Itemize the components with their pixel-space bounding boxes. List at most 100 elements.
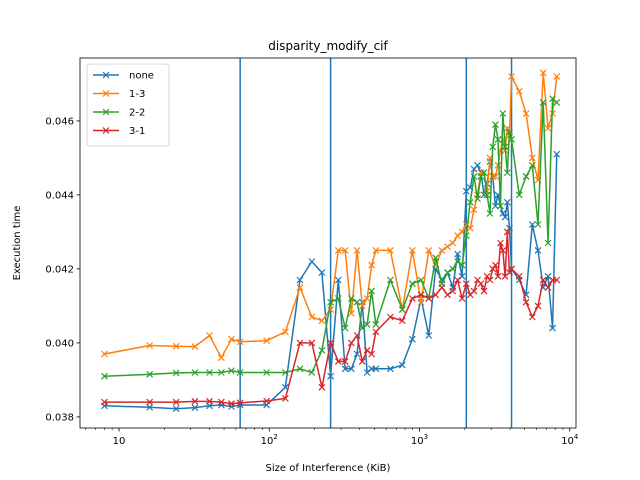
legend-box [86,63,170,147]
x-tick-label: 103 [411,433,428,447]
data-point-3-1 [534,302,542,310]
data-point-1-3 [308,313,316,321]
data-point-1-3 [236,338,244,346]
data-point-3-1 [480,287,488,295]
legend: none 1-3 2-2 3-1 [86,63,170,147]
data-point-3-1 [544,283,552,291]
data-point-3-1 [503,228,511,236]
data-point-none [506,224,513,232]
data-point-1-3 [466,224,474,232]
data-point-none [146,403,154,411]
data-point-1-3 [544,124,552,132]
data-point-3-1 [263,397,271,405]
data-point-none [353,350,361,358]
data-point-2-2 [503,169,511,177]
data-point-3-1 [553,276,561,284]
data-point-2-2 [458,261,466,269]
data-point-none [492,202,499,210]
data-point-2-2 [528,161,536,169]
data-point-2-2 [101,372,108,380]
data-point-1-3 [363,295,371,302]
data-point-2-2 [327,298,335,306]
data-point-none [296,276,304,284]
data-point-3-1 [444,291,451,299]
data-point-1-3 [449,239,457,247]
data-point-none [172,405,180,413]
data-point-2-2 [553,98,561,106]
data-point-1-3 [146,342,154,349]
data-point-2-2 [398,306,406,314]
data-point-1-3 [341,246,349,254]
y-axis-label: Execution time [12,206,23,281]
data-point-3-1 [528,313,536,321]
data-point-none [501,213,509,221]
data-point-3-1 [432,291,440,299]
data-point-3-1 [454,276,462,284]
data-point-3-1 [508,265,515,273]
data-point-2-2 [544,239,552,247]
data-point-none [408,335,416,343]
data-point-1-3 [522,110,530,117]
data-point-2-2 [296,365,304,373]
data-point-2-2 [522,172,530,180]
data-point-3-1 [398,317,406,325]
data-point-3-1 [296,339,304,347]
data-point-2-2 [489,143,497,151]
data-point-none [503,198,511,206]
data-point-2-2 [334,295,342,302]
legend-marker [102,108,110,116]
data-point-3-1 [515,272,523,280]
data-point-none [474,161,481,169]
data-point-3-1 [101,398,108,406]
chart-title: disparity_modify_cif [268,39,388,53]
legend-label: 2-2 [129,108,145,119]
data-point-1-3 [318,317,326,325]
data-point-2-2 [486,209,494,217]
data-point-2-2 [347,295,355,302]
data-point-2-2 [308,369,316,376]
data-point-2-2 [494,135,502,143]
data-point-none [454,250,462,258]
vertical-reference-lines [239,58,513,428]
data-point-3-1 [358,357,366,365]
data-point-1-3 [334,246,342,254]
legend-marker [102,90,110,97]
data-point-1-3 [528,154,536,162]
data-point-1-3 [191,343,199,351]
data-point-3-1 [206,397,213,405]
data-point-none [191,404,199,412]
y-tick-label: 0.042 [45,264,74,275]
data-point-1-3 [206,332,213,339]
data-point-1-3 [425,246,433,254]
data-point-none [228,403,235,410]
data-point-2-2 [483,191,491,199]
y-tick-label: 0.040 [45,338,74,349]
data-point-3-1 [228,400,235,408]
data-point-none [425,332,433,339]
data-point-3-1 [497,239,504,247]
data-point-3-1 [368,350,376,358]
data-point-3-1 [522,298,530,306]
x-tick-label: 10 [113,436,126,447]
data-point-1-3 [368,261,376,269]
data-point-2-2 [539,98,547,106]
data-point-none [308,258,316,265]
data-point-3-1 [334,357,342,365]
data-point-2-2 [236,369,244,376]
data-point-none [398,361,406,369]
data-point-3-1 [327,339,335,347]
data-point-none [534,246,542,254]
data-point-3-1 [470,287,478,295]
data-point-2-2 [432,254,440,262]
y-tick-label: 0.046 [45,116,74,127]
data-point-2-2 [515,191,523,199]
data-point-none [334,276,342,284]
data-point-2-2 [534,221,542,228]
data-point-3-1 [308,339,316,347]
data-point-2-2 [341,324,349,332]
data-point-2-2 [474,195,481,203]
data-point-2-2 [480,169,488,177]
data-point-3-1 [372,328,380,336]
data-point-1-3 [553,73,561,80]
